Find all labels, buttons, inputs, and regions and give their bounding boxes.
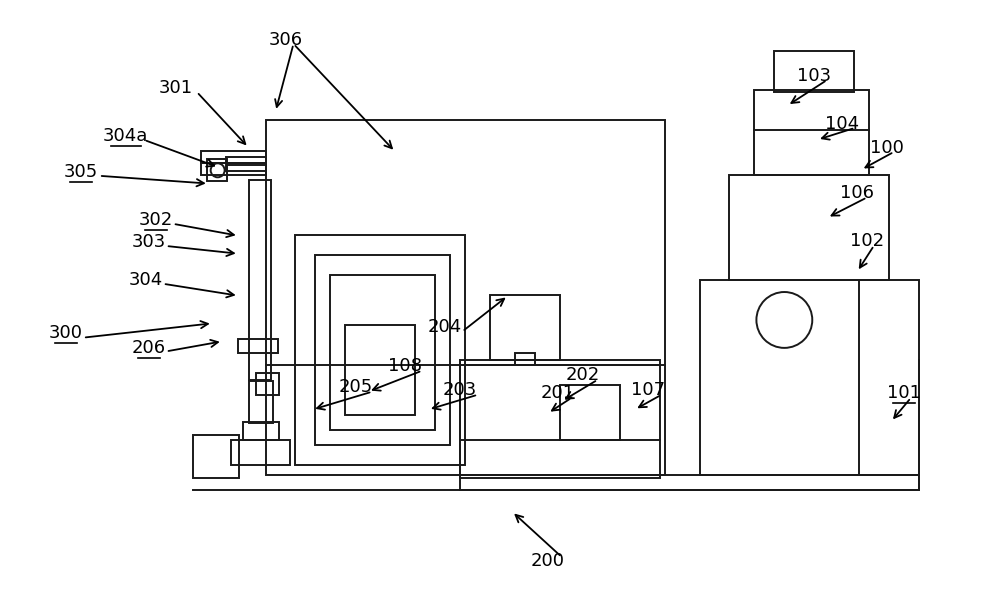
Text: 304: 304 bbox=[129, 270, 163, 288]
Bar bbox=[295, 235, 465, 465]
Bar bbox=[700, 280, 919, 475]
Bar bbox=[515, 353, 535, 365]
Bar bbox=[754, 91, 869, 175]
Bar bbox=[201, 151, 266, 163]
Text: 102: 102 bbox=[850, 231, 884, 249]
Bar bbox=[238, 339, 278, 353]
Text: 203: 203 bbox=[443, 382, 477, 400]
Text: 302: 302 bbox=[139, 210, 173, 228]
Text: 300: 300 bbox=[49, 325, 83, 343]
Bar bbox=[226, 157, 266, 163]
Bar bbox=[490, 295, 560, 360]
Bar bbox=[249, 381, 273, 423]
Text: 103: 103 bbox=[797, 67, 831, 85]
Text: 206: 206 bbox=[132, 340, 166, 358]
Bar bbox=[560, 385, 620, 440]
Text: 306: 306 bbox=[268, 31, 303, 49]
Text: 305: 305 bbox=[64, 163, 98, 180]
Text: 201: 201 bbox=[541, 385, 575, 403]
Bar bbox=[207, 159, 227, 182]
Bar bbox=[330, 275, 435, 430]
Bar bbox=[226, 165, 266, 171]
Text: 304a: 304a bbox=[103, 127, 149, 145]
Text: 108: 108 bbox=[388, 358, 422, 376]
Bar bbox=[201, 163, 266, 175]
Text: 101: 101 bbox=[887, 385, 921, 403]
Bar bbox=[345, 325, 415, 415]
Text: 205: 205 bbox=[338, 379, 372, 397]
Bar bbox=[315, 255, 450, 445]
Bar bbox=[266, 120, 665, 475]
Text: 104: 104 bbox=[825, 115, 859, 133]
Bar bbox=[460, 360, 660, 478]
Text: 204: 204 bbox=[428, 319, 462, 337]
Bar bbox=[243, 422, 279, 440]
Text: 200: 200 bbox=[531, 552, 565, 570]
Bar bbox=[193, 435, 239, 478]
Bar bbox=[231, 440, 290, 465]
Text: 107: 107 bbox=[631, 382, 665, 400]
Text: 106: 106 bbox=[840, 183, 874, 201]
Text: 202: 202 bbox=[566, 367, 600, 385]
Bar bbox=[460, 475, 919, 490]
Bar bbox=[774, 50, 854, 93]
Bar bbox=[256, 373, 279, 395]
Bar bbox=[249, 180, 271, 380]
Text: 303: 303 bbox=[132, 233, 166, 251]
Text: 100: 100 bbox=[870, 139, 904, 157]
Text: 301: 301 bbox=[159, 79, 193, 97]
Bar bbox=[729, 175, 889, 280]
